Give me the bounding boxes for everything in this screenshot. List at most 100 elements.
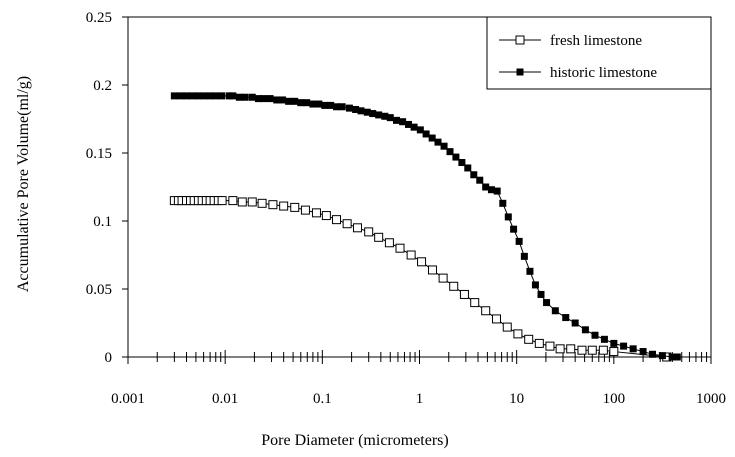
data-point <box>417 257 427 267</box>
data-point <box>440 142 448 150</box>
data-point <box>434 138 442 146</box>
ticks: 0.001 0.01 0.1 1 10 100 1000 0 0.05 0.1 0.15 0.2 0.2… <box>86 10 726 407</box>
data-point <box>482 183 490 191</box>
y-tick-label: 0.05 <box>86 282 112 298</box>
data-point <box>410 123 418 131</box>
data-point <box>524 334 534 344</box>
data-point <box>649 350 656 358</box>
data-point <box>551 307 559 315</box>
data-point <box>513 329 523 339</box>
data-point <box>311 208 321 218</box>
data-point <box>321 101 329 109</box>
data-point <box>170 92 178 100</box>
data-point <box>502 322 512 332</box>
y-tick-label: 0.25 <box>86 10 112 26</box>
data-point <box>303 99 311 107</box>
data-point <box>241 93 249 101</box>
data-point <box>217 196 227 206</box>
data-point <box>177 92 185 100</box>
data-point <box>395 243 405 253</box>
data-point <box>393 116 401 124</box>
data-point <box>375 111 383 119</box>
y-tick-label: 0.2 <box>93 78 112 94</box>
y-tick-label: 0 <box>105 350 113 366</box>
legend-entry: historic limestone <box>550 65 657 81</box>
data-point <box>315 100 323 108</box>
legend-box <box>486 16 712 90</box>
data-point <box>309 100 317 108</box>
data-point <box>235 93 243 101</box>
data-point <box>438 273 448 283</box>
data-point <box>422 130 430 138</box>
x-tick-label: 0.001 <box>111 391 145 407</box>
data-point <box>333 103 341 111</box>
data-point <box>300 205 310 215</box>
data-point <box>515 237 523 245</box>
data-point <box>257 198 267 208</box>
data-point <box>520 252 528 260</box>
data-point <box>534 338 544 348</box>
data-point <box>470 298 480 308</box>
data-point <box>673 353 681 361</box>
data-point <box>194 92 202 100</box>
data-point <box>404 120 412 128</box>
data-point <box>555 344 565 354</box>
data-point <box>384 238 394 248</box>
data-point <box>273 96 281 104</box>
x-tick-label: 1000 <box>696 391 726 407</box>
data-point <box>510 225 518 233</box>
y-tick-label: 0.1 <box>93 214 112 230</box>
data-point <box>493 187 501 195</box>
data-point <box>332 215 342 225</box>
data-point <box>452 153 460 161</box>
data-point <box>446 148 454 156</box>
data-point <box>229 92 237 100</box>
data-point <box>266 95 274 103</box>
data-point <box>218 92 226 100</box>
data-point <box>598 345 608 355</box>
data-point <box>610 339 618 347</box>
data-point <box>248 93 256 101</box>
data-point <box>458 159 466 167</box>
x-axis-label: Pore Diameter (micrometers) <box>261 432 448 449</box>
data-point <box>290 202 300 212</box>
data-point <box>600 335 608 343</box>
data-point <box>345 104 353 112</box>
data-point <box>327 101 335 109</box>
x-tick-label: 0.01 <box>212 391 238 407</box>
data-point <box>449 281 459 291</box>
data-point <box>279 96 287 104</box>
axis-labels: Pore Diameter (micrometers) Accumulative… <box>15 76 449 449</box>
data-point <box>285 97 293 105</box>
data-point <box>609 347 619 357</box>
data-point <box>459 289 469 299</box>
data-point <box>268 200 278 210</box>
data-point <box>386 114 394 122</box>
data-point <box>470 171 478 179</box>
data-point <box>531 281 539 289</box>
data-point <box>279 201 289 211</box>
data-point <box>639 348 647 356</box>
series-layer <box>169 92 681 362</box>
data-point <box>212 92 220 100</box>
data-point <box>427 265 437 275</box>
series-0 <box>169 196 672 362</box>
data-point <box>321 211 331 221</box>
data-point <box>247 197 257 207</box>
data-point <box>464 164 472 172</box>
data-point <box>537 290 545 298</box>
data-point <box>476 176 484 184</box>
legend: fresh limestone historic limestone <box>486 16 712 90</box>
data-point <box>526 267 534 275</box>
data-point <box>260 95 268 103</box>
x-tick-label: 10 <box>509 391 524 407</box>
y-tick-label: 0.15 <box>86 146 112 162</box>
data-point <box>374 232 384 242</box>
data-point <box>406 250 416 260</box>
data-point <box>369 110 377 118</box>
data-point <box>188 92 196 100</box>
legend-marker <box>516 68 524 76</box>
data-point <box>499 199 507 207</box>
legend-marker <box>515 35 525 45</box>
